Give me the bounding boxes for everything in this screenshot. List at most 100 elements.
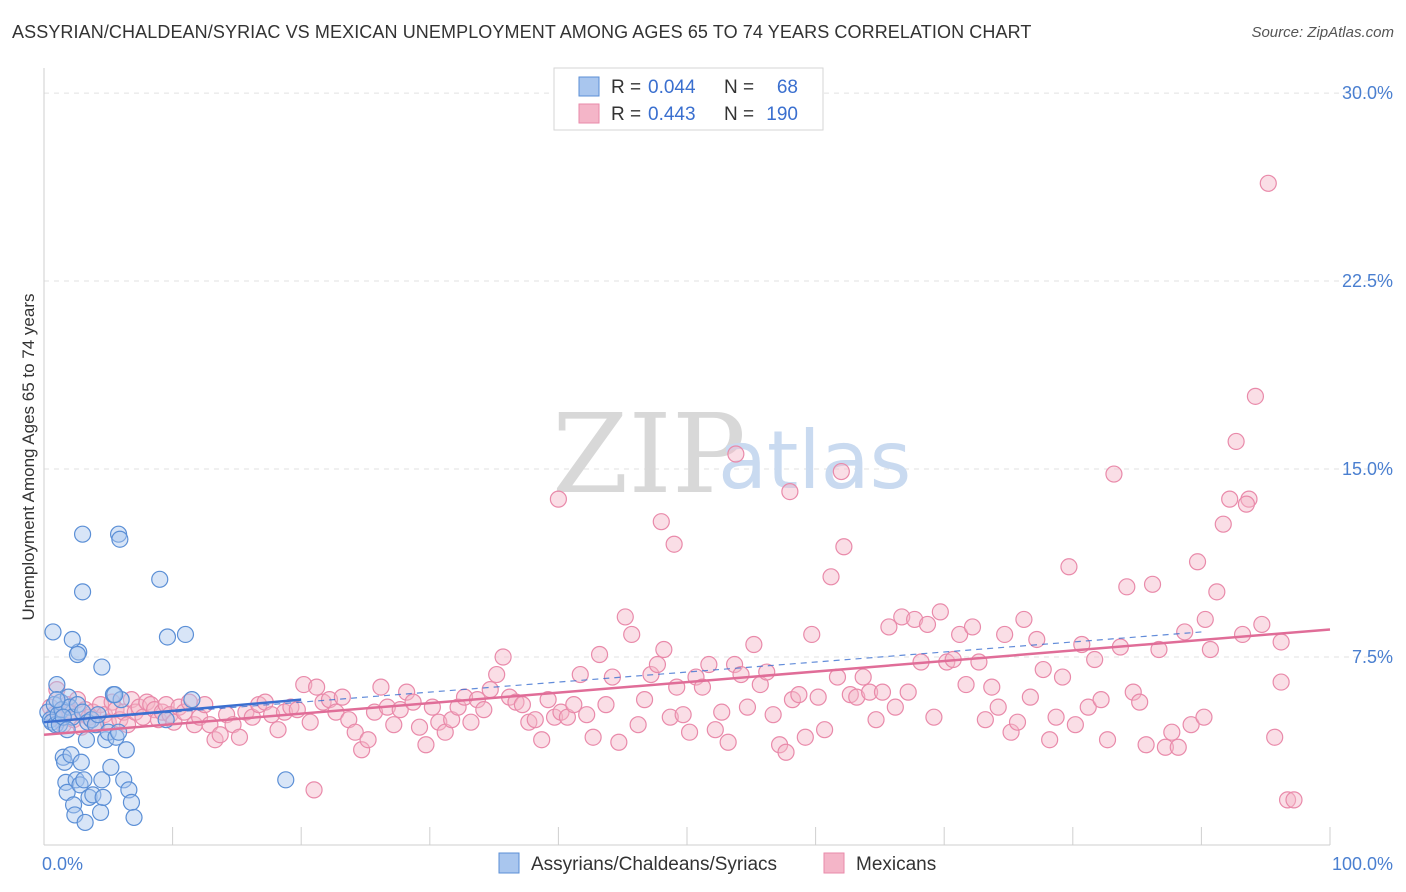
mexicans-point-195 (1195, 708, 1213, 726)
mexicans-point-67 (372, 678, 390, 696)
assyrians-point-43 (109, 723, 128, 741)
mexicans-point-117 (693, 678, 712, 696)
assyrians-point-63 (158, 628, 177, 646)
legend-r-label-1: R = (611, 77, 641, 98)
mexicans-point-169 (1028, 630, 1046, 649)
mexicans-point-175 (1066, 716, 1084, 734)
mexicans-point-79 (449, 698, 467, 716)
mexicans-point-214 (832, 462, 850, 481)
mexicans-point-209 (1285, 791, 1303, 809)
mexicans-point-125 (745, 635, 763, 654)
mexicans-point-218 (549, 490, 568, 508)
mexicans-point-108 (635, 691, 654, 709)
mexicans-trendline (43, 628, 1331, 736)
mexicans-point-164 (996, 625, 1014, 644)
y-tick-label-3: 30.0% (1342, 83, 1393, 103)
assyrians-point-57 (73, 525, 92, 543)
mexicans-point-196 (1201, 640, 1220, 659)
y-tick-label-0: 7.5% (1352, 647, 1393, 667)
mexicans-point-199 (1221, 490, 1239, 508)
mexicans-point-216 (1237, 495, 1256, 513)
mexicans-point-135 (809, 688, 827, 706)
mexicans-point-84 (481, 680, 499, 699)
mexicans-point-185 (1131, 693, 1149, 711)
mexicans-point-114 (674, 706, 692, 724)
assyrians-point-59 (106, 686, 124, 704)
mexicans-point-124 (738, 698, 757, 716)
mexicans-point-206 (1266, 728, 1284, 746)
mexicans-point-118 (700, 655, 718, 674)
mexicans-point-120 (713, 703, 731, 721)
mexicans-point-103 (603, 668, 622, 686)
mexicans-point-183 (1118, 578, 1136, 596)
mexicans-point-186 (1137, 736, 1155, 754)
assyrians-point-36 (93, 771, 111, 789)
assyrians-point-40 (102, 758, 120, 776)
legend-n-value-1: 68 (777, 77, 798, 98)
mexicans-point-145 (873, 683, 892, 701)
x-tick-marks (43, 827, 1331, 845)
mexicans-point-136 (816, 721, 834, 739)
mexicans-point-201 (1233, 625, 1252, 644)
mexicans-point-110 (648, 655, 667, 674)
assyrians-point-50 (44, 623, 62, 641)
mexicans-point-167 (1015, 610, 1033, 629)
mexicans-point-69 (385, 716, 403, 734)
mexicans-point-89 (513, 696, 531, 714)
mexicans-point-190 (1163, 723, 1181, 741)
mexicans-point-133 (796, 728, 814, 746)
mexicans-point-178 (1086, 650, 1104, 669)
mexicans-point-101 (590, 645, 609, 664)
mexicans-point-93 (539, 691, 557, 709)
mexicans-point-102 (597, 696, 615, 714)
assyrians-point-55 (68, 645, 87, 664)
legend-swatch-blue (578, 76, 600, 97)
mexicans-point-91 (526, 711, 544, 729)
x-tick-label-right: 100.0% (1332, 854, 1393, 874)
mexicans-point-153 (925, 708, 943, 726)
assyrians-point-37 (94, 788, 112, 806)
mexicans-point-97 (565, 696, 583, 714)
mexicans-point-141 (848, 688, 866, 706)
assyrians-point-32 (84, 786, 102, 804)
mexicans-point-187 (1143, 575, 1162, 593)
chart-title: ASSYRIAN/CHALDEAN/SYRIAC VS MEXICAN UNEM… (12, 22, 1032, 42)
mexicans-point-160 (970, 653, 988, 671)
mexicans-point-180 (1098, 731, 1117, 749)
mexicans-point-107 (629, 716, 647, 734)
mexicans-point-202 (1240, 490, 1258, 508)
mexicans-point-121 (719, 733, 737, 751)
assyrians-point-34 (89, 706, 107, 724)
mexicans-point-200 (1227, 432, 1245, 451)
assyrians-trendline-dashed (43, 631, 1202, 723)
mexicans-point-73 (410, 718, 429, 736)
mexicans-point-112 (661, 708, 679, 726)
mexicans-point-150 (906, 610, 924, 629)
mexicans-point-137 (822, 568, 840, 586)
bottom-legend-swatch-pink (823, 852, 845, 874)
y-axis-label: Unemployment Among Ages 65 to 74 years (19, 294, 38, 621)
mexicans-point-197 (1208, 583, 1226, 601)
mexicans-point-203 (1246, 387, 1265, 405)
mexicans-point-45 (230, 728, 249, 746)
mexicans-point-130 (777, 743, 795, 761)
mexicans-point-165 (1002, 723, 1020, 741)
chart-source: Source: ZipAtlas.com (1251, 24, 1394, 41)
mexicans-point-76 (430, 713, 448, 731)
assyrians-point-67 (277, 771, 295, 789)
assyrians-point-48 (122, 793, 141, 811)
mexicans-point-189 (1156, 738, 1174, 756)
mexicans-point-174 (1060, 558, 1078, 576)
legend-n-label-2: N = (724, 104, 754, 125)
mexicans-points (41, 174, 1303, 809)
mexicans-point-119 (706, 721, 724, 739)
assyrians-point-28 (77, 731, 96, 749)
mexicans-point-64 (353, 741, 371, 759)
mexicans-point-111 (655, 640, 673, 659)
assyrians-point-47 (120, 781, 138, 799)
mexicans-point-219 (305, 781, 323, 799)
mexicans-point-71 (398, 683, 416, 701)
mexicans-point-161 (976, 711, 994, 729)
mexicans-point-170 (1034, 660, 1052, 679)
bottom-legend-swatch-blue (498, 852, 520, 874)
